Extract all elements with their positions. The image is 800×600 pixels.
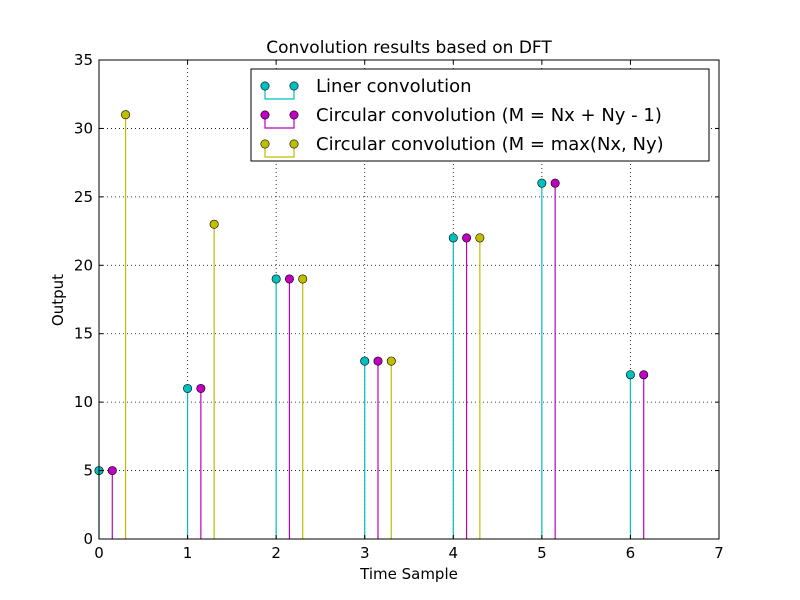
y-axis-label: Output <box>49 274 67 326</box>
x-axis-label: Time Sample <box>359 565 458 583</box>
y-tick-label: 25 <box>74 188 93 206</box>
y-tick-label: 10 <box>74 393 93 411</box>
axis-ticks: 0 1 2 3 4 5 6 7 0 5 10 15 20 25 30 35 <box>74 51 724 562</box>
legend: Liner convolution Circular convolution (M… <box>250 68 710 162</box>
y-tick-label: 20 <box>74 256 93 274</box>
legend-marker <box>289 81 299 91</box>
stem-marker <box>448 233 458 243</box>
stem-marker <box>639 370 649 380</box>
x-tick-label: 2 <box>271 544 281 562</box>
y-tick-label: 15 <box>74 325 93 343</box>
y-tick-label: 5 <box>83 462 93 480</box>
x-tick-label: 4 <box>449 544 459 562</box>
stem-marker <box>284 274 294 284</box>
legend-marker <box>289 139 299 149</box>
y-tick-label: 35 <box>74 51 93 69</box>
legend-label: Liner convolution <box>316 76 472 97</box>
stem-marker <box>550 178 560 188</box>
stem-marker <box>537 178 547 188</box>
plot-area-frame <box>98 59 720 540</box>
legend-marker <box>289 110 299 120</box>
legend-entry: Liner convolution <box>260 76 472 100</box>
x-tick-label: 7 <box>714 544 724 562</box>
legend-marker <box>260 81 270 91</box>
legend-marker <box>260 110 270 120</box>
stem-marker <box>625 370 635 380</box>
x-tick-label: 0 <box>94 544 104 562</box>
stem-marker <box>360 356 370 366</box>
stem-marker <box>196 383 206 393</box>
series-3 <box>121 110 485 539</box>
stem-marker <box>121 110 131 120</box>
stem-marker <box>107 466 117 476</box>
legend-stem-sample <box>264 115 295 129</box>
y-tick-label: 0 <box>83 530 93 548</box>
legend-stem-sample <box>264 144 295 158</box>
stem-marker <box>373 356 383 366</box>
legend-label: Circular convolution (M = max(Nx, Ny) <box>316 134 664 155</box>
x-tick-label: 3 <box>360 544 370 562</box>
stem-marker <box>183 383 193 393</box>
stem-marker <box>298 274 308 284</box>
legend-stem-sample <box>264 86 295 100</box>
legend-entry: Circular convolution (M = Nx + Ny - 1) <box>260 105 662 129</box>
series-2 <box>107 178 649 539</box>
x-tick-label: 6 <box>626 544 636 562</box>
x-tick-label: 5 <box>537 544 547 562</box>
stem-marker <box>386 356 396 366</box>
chart-title: Convolution results based on DFT <box>266 38 552 58</box>
legend-entry: Circular convolution (M = max(Nx, Ny) <box>260 134 664 158</box>
legend-marker <box>260 139 270 149</box>
legend-label: Circular convolution (M = Nx + Ny - 1) <box>316 105 662 126</box>
legend-box <box>250 68 710 162</box>
y-tick-label: 30 <box>74 119 93 137</box>
stem-marker <box>475 233 485 243</box>
stem-marker <box>462 233 472 243</box>
x-tick-label: 1 <box>183 544 193 562</box>
stem-marker <box>209 219 219 229</box>
stem-marker <box>271 274 281 284</box>
